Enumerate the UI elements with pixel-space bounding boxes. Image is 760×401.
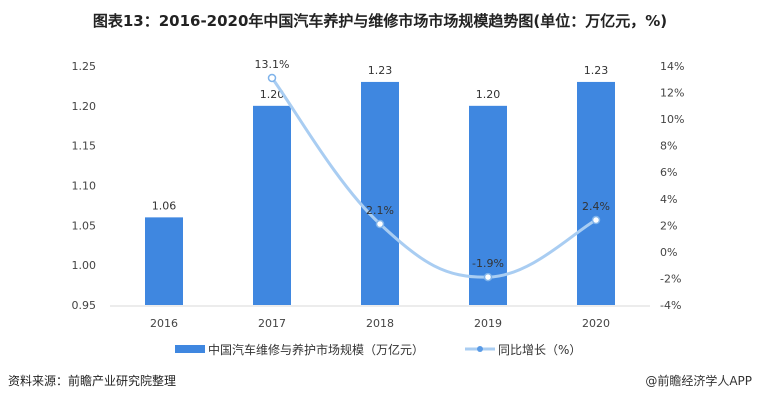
left-axis-tick: 0.95: [72, 299, 97, 312]
bar-data-label: 1.20: [260, 88, 285, 101]
bar-data-label: 1.23: [584, 64, 609, 77]
right-axis-tick: 4%: [660, 193, 677, 206]
source-note: 资料来源：前瞻产业研究院整理: [8, 374, 177, 388]
growth-point: [483, 272, 493, 282]
growth-point: [591, 215, 601, 225]
right-axis-tick: -2%: [660, 272, 681, 285]
credit-note: @前瞻经济学人APP: [645, 374, 752, 388]
legend-bar-label: 中国汽车维修与养护市场规模（万亿元）: [208, 342, 424, 357]
bar: [253, 105, 291, 305]
right-axis-tick: 8%: [660, 140, 677, 153]
legend-line-label: 同比增长（%）: [498, 343, 581, 357]
bar-data-label: 1.20: [476, 88, 501, 101]
right-axis-tick: 10%: [660, 113, 684, 126]
left-axis-tick: 1.05: [72, 219, 97, 232]
bar: [145, 217, 183, 305]
right-axis-tick: 0%: [660, 246, 677, 259]
right-axis-tick: 14%: [660, 60, 684, 73]
left-axis-tick: 1.25: [72, 60, 97, 73]
left-axis-tick: 1.10: [72, 180, 97, 193]
bar: [361, 81, 399, 305]
growth-point: [267, 73, 277, 83]
left-axis-tick: 1.00: [72, 259, 97, 272]
x-axis-tick: 2020: [582, 317, 610, 330]
bar-data-label: 1.06: [152, 199, 177, 212]
bar: [469, 105, 507, 305]
x-axis-tick: 2016: [150, 317, 178, 330]
left-axis-tick: 1.15: [72, 140, 97, 153]
x-axis-tick: 2018: [366, 317, 394, 330]
x-axis-tick: 2019: [474, 317, 502, 330]
growth-data-label: 2.1%: [366, 204, 394, 217]
legend-line-marker: [477, 346, 483, 352]
right-axis-tick: 2%: [660, 219, 677, 232]
bar: [577, 81, 615, 305]
legend-bar-swatch: [175, 345, 205, 353]
right-axis-tick: 6%: [660, 166, 677, 179]
right-axis-tick: 12%: [660, 87, 684, 100]
x-axis-tick: 2017: [258, 317, 286, 330]
right-axis-tick: -4%: [660, 299, 681, 312]
bar-data-label: 1.23: [368, 64, 393, 77]
growth-data-label: -1.9%: [472, 257, 504, 270]
chart-title: 图表13：2016-2020年中国汽车养护与维修市场市场规模趋势图(单位：万亿元…: [92, 12, 668, 30]
growth-data-label: 13.1%: [255, 58, 290, 71]
left-axis-tick: 1.20: [72, 100, 97, 113]
growth-line: [270, 77, 597, 279]
growth-data-label: 2.4%: [582, 200, 610, 213]
growth-point: [375, 219, 385, 229]
